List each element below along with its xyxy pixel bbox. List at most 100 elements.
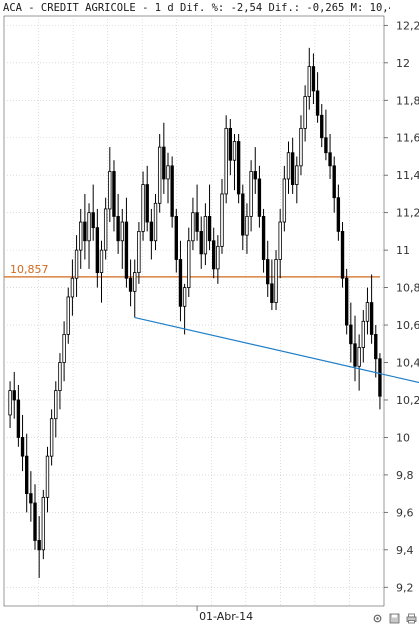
candle-body: [286, 152, 291, 180]
y-tick-label: 9,4: [396, 544, 414, 557]
candle-body: [16, 399, 21, 438]
candle-body: [187, 240, 191, 288]
y-tick-label: 9,2: [396, 581, 414, 594]
y-tick-label: 11,6: [396, 132, 419, 145]
candle-body: [174, 216, 178, 260]
y-tick-label: 11,8: [396, 94, 419, 107]
candle-body: [162, 146, 166, 180]
y-tick-label: 10,6: [396, 319, 419, 332]
candle-body: [261, 216, 266, 260]
candle-body: [249, 171, 253, 217]
candle-body: [274, 259, 278, 303]
candle-body: [315, 90, 320, 116]
save-icon[interactable]: [389, 609, 400, 623]
candle-body: [128, 277, 133, 292]
candle-body: [191, 212, 195, 242]
candle-body: [79, 221, 83, 251]
candle-body: [257, 178, 262, 217]
y-tick-label: 10,8: [396, 282, 419, 295]
candle-body: [303, 96, 307, 129]
candle-body: [374, 334, 378, 360]
candle-body: [145, 184, 149, 223]
y-tick-label: 10,2: [396, 394, 419, 407]
candle-body: [112, 171, 116, 217]
candle-body: [212, 240, 216, 270]
candle-body: [195, 212, 199, 232]
resistance-label: 10,857: [10, 263, 49, 276]
candle-body: [236, 141, 241, 195]
candle-body: [203, 216, 208, 255]
candle-body: [103, 208, 108, 251]
candle-body: [266, 259, 270, 285]
y-tick-label: 9,8: [396, 469, 414, 482]
candle-body: [54, 390, 58, 420]
y-tick-label: 11: [396, 244, 410, 257]
candle-body: [220, 193, 224, 247]
y-tick-label: 9,6: [396, 506, 414, 519]
candle-body: [70, 277, 75, 298]
candle-body: [353, 343, 357, 367]
y-tick-label: 11,2: [396, 207, 419, 220]
y-tick-label: 11,4: [396, 169, 419, 182]
candle-body: [336, 197, 341, 232]
candle-body: [278, 221, 282, 260]
candle-body: [378, 358, 382, 397]
candle-body: [91, 212, 95, 229]
candle-body: [361, 320, 365, 348]
candle-body: [170, 165, 174, 217]
candle-body: [149, 221, 154, 242]
candle-body: [320, 114, 324, 139]
candle-body: [133, 272, 137, 292]
candle-body: [83, 221, 87, 242]
candle-body: [33, 502, 37, 541]
candle-body: [332, 165, 336, 199]
candle-body: [12, 390, 16, 401]
candle-body: [45, 455, 50, 498]
candle-body: [141, 184, 145, 232]
candle-body: [178, 259, 183, 307]
candle-body: [216, 245, 220, 270]
candle-body: [137, 230, 141, 274]
candle-body: [153, 202, 158, 242]
chart-header: ACA - CREDIT AGRICOLE - 1 d Dif. %: -2,5…: [3, 2, 390, 14]
support-trend-line: [134, 316, 419, 384]
candle-body: [74, 249, 79, 279]
candle-body: [58, 362, 62, 392]
candle-body: [228, 127, 233, 161]
candle-body: [199, 230, 203, 255]
candle-body: [369, 302, 374, 335]
candle-body: [224, 127, 228, 195]
candle-body: [87, 212, 91, 242]
candle-body: [344, 277, 349, 326]
candle-body: [20, 437, 25, 457]
candle-body: [99, 249, 104, 274]
candle-body: [290, 152, 295, 185]
candle-body: [108, 171, 112, 210]
candle-body: [182, 287, 187, 307]
candle-body: [25, 455, 29, 495]
candle-body: [207, 216, 212, 242]
candle-body: [157, 146, 162, 204]
candle-body: [166, 165, 170, 180]
y-tick-label: 12,2: [396, 19, 419, 32]
candle-body: [253, 171, 257, 180]
settings-icon[interactable]: [372, 609, 383, 622]
print-icon[interactable]: [406, 609, 417, 623]
candle-body: [357, 347, 361, 367]
candle-body: [95, 227, 100, 274]
candle-body: [324, 137, 328, 154]
candle-body: [311, 66, 316, 92]
candle-body: [116, 216, 120, 242]
candle-body: [37, 540, 41, 551]
y-tick-label: 10,4: [396, 357, 419, 370]
candle-body: [241, 193, 245, 236]
candle-body: [120, 221, 124, 242]
candle-body: [66, 296, 70, 335]
candle-body: [124, 221, 129, 279]
candle-body: [295, 165, 299, 185]
y-tick-label: 10: [396, 431, 410, 444]
candle-body: [245, 216, 249, 236]
plot-area: [3, 15, 385, 607]
candle-body: [41, 496, 46, 551]
